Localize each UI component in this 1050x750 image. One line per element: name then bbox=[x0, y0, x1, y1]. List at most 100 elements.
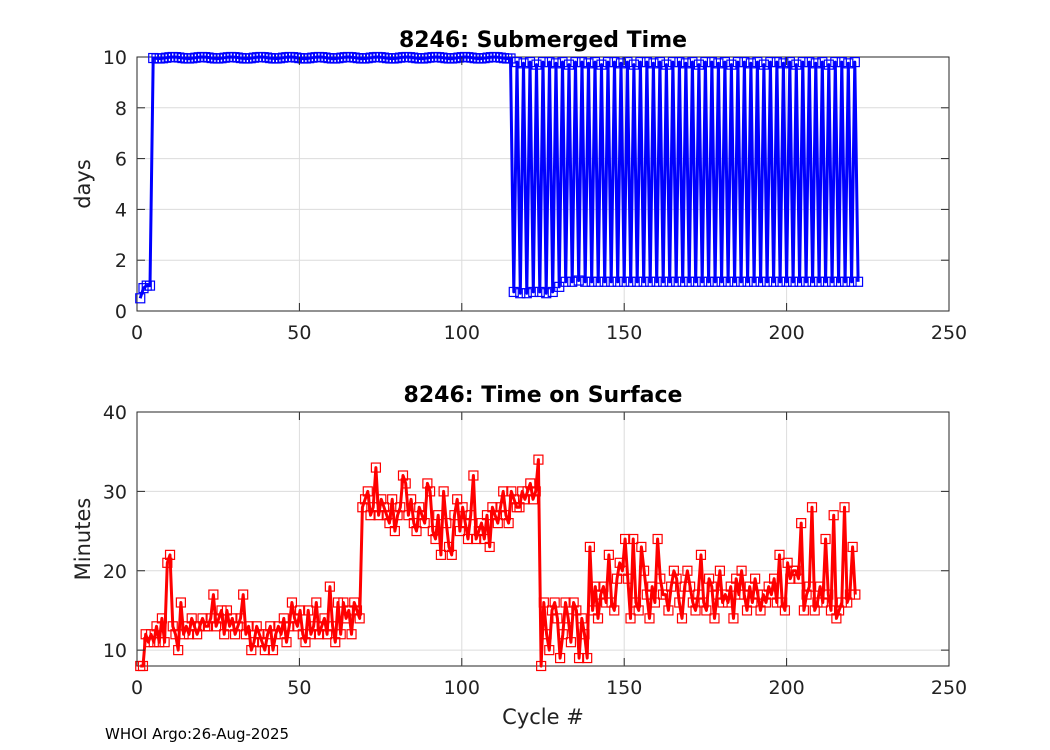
surface-time-marker bbox=[582, 652, 593, 664]
surface-time-marker bbox=[815, 581, 826, 592]
submerged-time-xtick-label: 200 bbox=[768, 322, 804, 344]
submerged-time-marker bbox=[541, 288, 552, 299]
surface-time-marker bbox=[847, 541, 858, 553]
surface-time-marker bbox=[227, 613, 238, 624]
submerged-time-marker bbox=[716, 276, 727, 287]
surface-time-marker bbox=[541, 629, 552, 640]
surface-time-marker bbox=[636, 541, 647, 553]
submerged-time-marker bbox=[736, 276, 747, 287]
surface-time-marker bbox=[297, 629, 308, 640]
surface-time-marker bbox=[430, 533, 441, 545]
surface-time-xlabel: Cycle # bbox=[502, 705, 584, 729]
submerged-time-marker bbox=[658, 276, 669, 287]
submerged-time-marker bbox=[563, 59, 575, 70]
submerged-time-ylabel: days bbox=[71, 159, 95, 209]
surface-time-marker bbox=[433, 510, 444, 521]
submerged-time-marker bbox=[580, 276, 591, 287]
surface-time-marker bbox=[341, 613, 352, 624]
surface-time-marker bbox=[213, 613, 224, 624]
surface-time-marker bbox=[768, 573, 780, 584]
surface-time-marker bbox=[246, 645, 257, 656]
surface-time-marker bbox=[170, 629, 181, 640]
surface-time-marker bbox=[362, 486, 373, 497]
submerged-time-marker bbox=[729, 276, 740, 287]
surface-time-marker bbox=[674, 597, 685, 608]
surface-time-marker bbox=[622, 573, 633, 584]
submerged-time-marker bbox=[677, 276, 688, 287]
surface-time-marker bbox=[660, 589, 671, 600]
submerged-time-marker bbox=[833, 276, 844, 287]
submerged-time-marker bbox=[823, 59, 834, 70]
surface-time-marker bbox=[235, 613, 246, 624]
submerged-time-marker bbox=[758, 59, 769, 70]
surface-time-marker bbox=[598, 581, 609, 592]
surface-time-marker bbox=[779, 605, 791, 616]
surface-time-marker bbox=[284, 621, 295, 632]
submerged-time-marker bbox=[560, 276, 571, 287]
surface-time-marker bbox=[457, 502, 468, 513]
surface-time-marker bbox=[316, 621, 327, 632]
surface-time-marker bbox=[265, 621, 276, 632]
surface-time-marker bbox=[435, 549, 447, 560]
submerged-time-marker bbox=[664, 276, 675, 287]
surface-time-marker bbox=[563, 613, 574, 624]
surface-time-ylabel: Minutes bbox=[71, 498, 95, 581]
surface-time-marker bbox=[508, 494, 520, 505]
surface-time-marker bbox=[801, 589, 812, 600]
submerged-time-marker bbox=[674, 56, 685, 68]
surface-time-marker bbox=[617, 565, 628, 576]
submerged-time-marker bbox=[557, 56, 568, 68]
surface-time-marker bbox=[327, 621, 338, 632]
submerged-time-marker bbox=[742, 276, 753, 287]
submerged-time-marker bbox=[684, 276, 695, 287]
submerged-time-marker bbox=[700, 56, 711, 68]
surface-time-marker bbox=[319, 613, 330, 624]
submerged-time-marker bbox=[697, 276, 708, 287]
submerged-time-marker bbox=[518, 58, 529, 69]
surface-time-marker bbox=[503, 518, 514, 529]
surface-time-axes: 0 50 100 150 200 250 10 20 30 40 8246: Time on Su… bbox=[71, 383, 967, 729]
submerged-time-marker bbox=[810, 58, 821, 69]
submerged-time-marker bbox=[528, 286, 539, 298]
submerged-time-marker bbox=[791, 59, 802, 70]
submerged-time-marker bbox=[768, 276, 779, 287]
surface-time-marker bbox=[427, 525, 438, 537]
surface-time-marker bbox=[395, 502, 406, 513]
footer-credit: WHOI Argo:26-Aug-2025 bbox=[105, 725, 290, 743]
surface-time-xtick-label: 250 bbox=[931, 677, 967, 699]
surface-time-marker bbox=[384, 518, 395, 529]
surface-time-marker bbox=[492, 518, 503, 529]
submerged-time-marker bbox=[619, 276, 630, 287]
surface-time-marker bbox=[205, 613, 216, 624]
submerged-time-marker bbox=[531, 59, 542, 70]
submerged-time-marker bbox=[573, 275, 584, 286]
surface-time-marker bbox=[151, 621, 162, 632]
surface-time-marker bbox=[766, 589, 777, 600]
surface-time-marker bbox=[292, 621, 303, 632]
surface-time-marker bbox=[414, 502, 425, 513]
surface-time-marker bbox=[446, 549, 457, 560]
surface-time-marker bbox=[741, 605, 753, 616]
submerged-time-marker bbox=[622, 56, 633, 68]
submerged-time-ytick-label: 6 bbox=[115, 149, 127, 171]
surface-time-marker bbox=[173, 645, 184, 656]
surface-time-marker bbox=[154, 637, 165, 648]
surface-time-marker bbox=[357, 502, 368, 513]
surface-time-marker bbox=[183, 629, 195, 640]
surface-time-marker bbox=[698, 597, 709, 608]
submerged-time-marker bbox=[800, 276, 812, 287]
surface-time-marker bbox=[273, 621, 284, 632]
submerged-time-marker bbox=[817, 56, 828, 68]
surface-time-marker bbox=[725, 581, 736, 592]
submerged-time-ytick-label: 2 bbox=[115, 250, 127, 272]
submerged-time-marker bbox=[755, 276, 766, 287]
surface-time-marker bbox=[162, 557, 173, 568]
submerged-time-marker bbox=[726, 59, 737, 70]
surface-time-marker bbox=[831, 613, 842, 624]
surface-time-marker bbox=[693, 589, 704, 600]
surface-time-marker bbox=[332, 597, 344, 608]
submerged-time-ytick-label: 10 bbox=[103, 47, 127, 69]
submerged-time-marker bbox=[771, 56, 782, 68]
surface-time-marker bbox=[752, 589, 763, 600]
submerged-time-marker bbox=[752, 56, 763, 68]
